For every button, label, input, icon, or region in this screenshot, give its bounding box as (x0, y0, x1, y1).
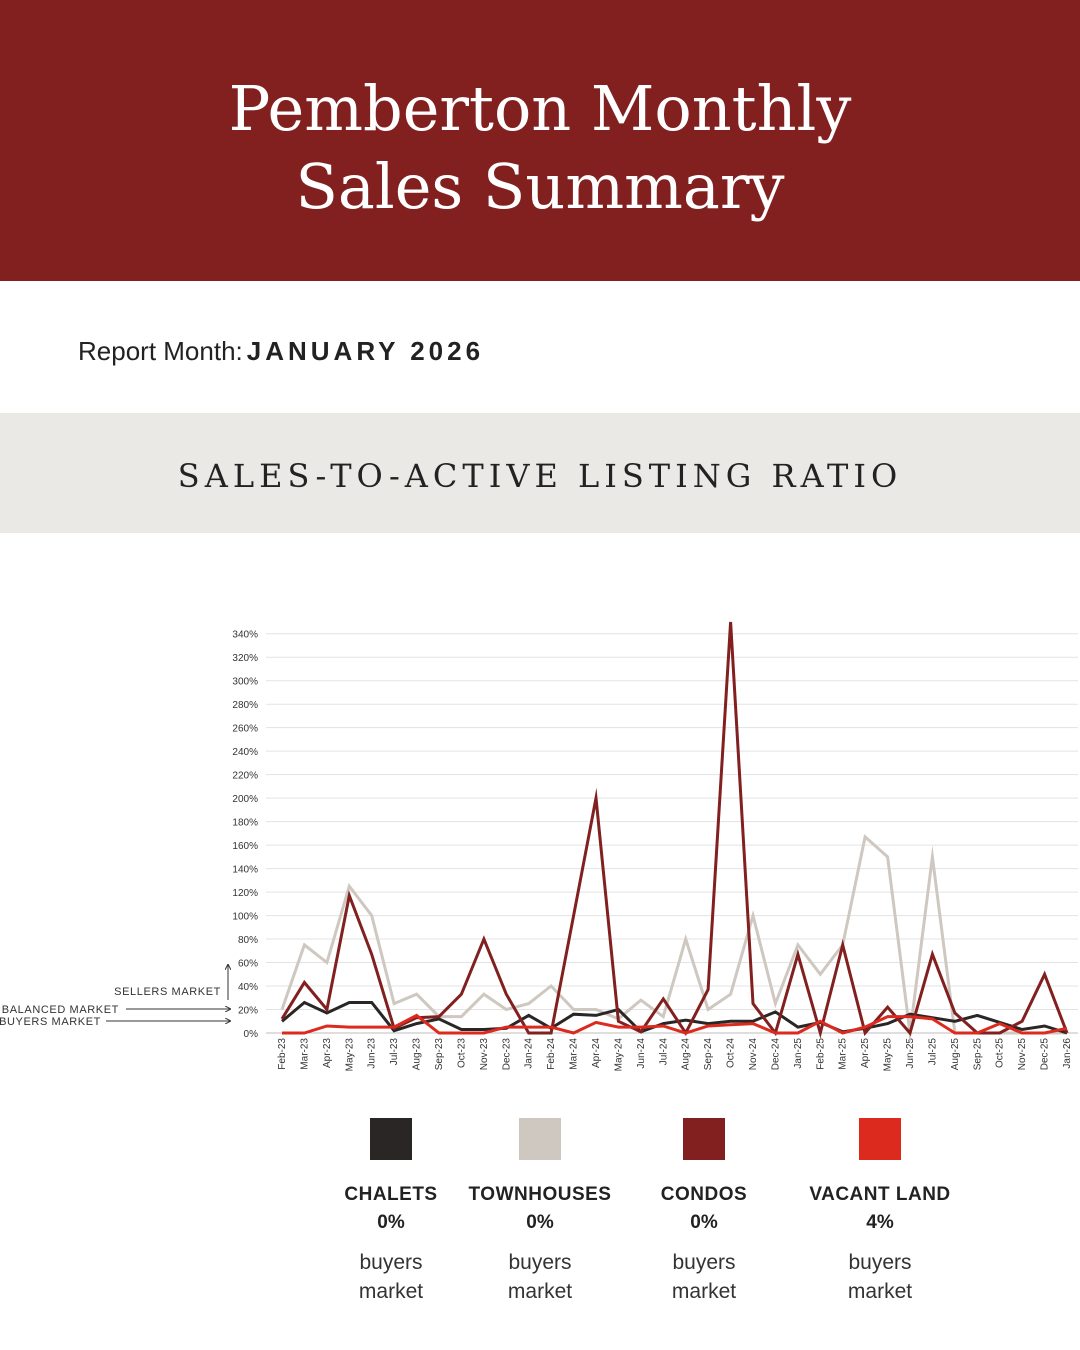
series-line-chalets (281, 1000, 1068, 1035)
x-tick-label: Jun-25 (905, 1038, 916, 1069)
legend-swatch-vacant-land (859, 1118, 901, 1160)
x-tick-label: Mar-25 (838, 1038, 849, 1070)
x-tick-label: Sep-25 (972, 1038, 983, 1071)
x-tick-label: Jul-24 (658, 1038, 669, 1066)
x-axis-ticks: Feb-23 Mar-23 Apr-23 May-23 Jun-23 Jul-23 Aug-… (277, 1038, 1073, 1072)
x-tick-label: Jan-25 (793, 1038, 804, 1069)
x-tick-label: Oct-25 (995, 1038, 1006, 1068)
header-banner: Pemberton Monthly Sales Summary (0, 0, 1080, 281)
legend-percent: 0% (377, 1212, 405, 1233)
legend-name: VACANT LAND (809, 1184, 951, 1205)
legend-market: buyers market (847, 1251, 913, 1303)
y-tick-label: 320% (232, 653, 258, 664)
legend-item-chalets: CHALETS 0% buyers market (291, 1118, 491, 1306)
x-tick-label: May-24 (613, 1038, 624, 1072)
y-tick-label: 80% (238, 935, 258, 946)
buyers-market-label: BUYERS MARKET (0, 1016, 101, 1028)
x-tick-label: Jun-23 (367, 1038, 378, 1069)
x-tick-label: Nov-24 (748, 1038, 759, 1071)
x-tick-label: Feb-24 (546, 1038, 557, 1070)
series-line-condos (280, 621, 1069, 1039)
section-title: SALES-TO-ACTIVE LISTING RATIO (177, 457, 903, 495)
x-tick-label: Dec-23 (501, 1038, 512, 1071)
report-month-value: JANUARY 2026 (246, 336, 485, 366)
x-tick-label: Sep-23 (434, 1038, 445, 1071)
report-month-label: Report Month: (78, 336, 243, 366)
x-tick-label: Apr-23 (322, 1038, 333, 1068)
y-tick-label: 300% (232, 677, 258, 688)
legend-market: buyers market (507, 1251, 573, 1303)
page-title-line1: Pemberton Monthly (228, 72, 852, 145)
x-tick-label: Apr-25 (860, 1038, 871, 1068)
y-tick-label: 60% (238, 959, 258, 970)
x-tick-label: May-23 (344, 1038, 355, 1072)
x-tick-label: Mar-24 (569, 1038, 580, 1070)
x-tick-label: Aug-25 (950, 1038, 961, 1071)
y-tick-label: 20% (238, 1006, 258, 1017)
x-tick-label: Oct-24 (726, 1038, 737, 1068)
y-tick-label: 340% (232, 630, 258, 641)
y-tick-label: 40% (238, 982, 258, 993)
x-tick-label: Nov-25 (1017, 1038, 1028, 1071)
x-tick-label: Jan-26 (1062, 1038, 1073, 1069)
section-band: SALES-TO-ACTIVE LISTING RATIO (0, 413, 1080, 533)
x-tick-label: Mar-23 (299, 1038, 310, 1070)
y-tick-label: 120% (232, 888, 258, 899)
x-tick-label: Sep-24 (703, 1038, 714, 1071)
y-tick-label: 100% (232, 912, 258, 923)
y-tick-label: 240% (232, 747, 258, 758)
y-tick-label: 260% (232, 724, 258, 735)
legend-percent: 0% (526, 1212, 554, 1233)
market-annotations: SELLERS MARKET BALANCED MARKET BUYERS MA… (0, 965, 230, 1028)
x-tick-label: Dec-25 (1040, 1038, 1051, 1071)
x-tick-label: Jul-25 (927, 1038, 938, 1066)
x-tick-label: Oct-23 (456, 1038, 467, 1068)
legend-swatch-chalets (370, 1118, 412, 1160)
x-tick-label: Nov-23 (479, 1038, 490, 1071)
sales-ratio-chart: 0% 20% 40% 60% 80% 100% 120% 140% 160% 180% 200% 22… (0, 621, 1078, 1072)
report-month: Report Month: JANUARY 2026 (78, 336, 484, 367)
legend-name: TOWNHOUSES (468, 1184, 612, 1205)
legend-market: buyers market (671, 1251, 737, 1303)
y-tick-label: 180% (232, 818, 258, 829)
y-tick-label: 220% (232, 771, 258, 782)
x-tick-label: Jun-24 (636, 1038, 647, 1069)
y-tick-label: 200% (232, 794, 258, 805)
legend-swatch-townhouses (519, 1118, 561, 1160)
legend-item-condos: CONDOS 0% buyers market (604, 1118, 804, 1306)
y-axis-ticks: 0% 20% 40% 60% 80% 100% 120% 140% 160% 180% 200% 22… (232, 630, 258, 1040)
x-tick-label: Feb-23 (277, 1038, 288, 1070)
x-tick-label: Aug-23 (412, 1038, 423, 1071)
x-tick-label: Dec-24 (770, 1038, 781, 1071)
y-tick-label: 160% (232, 841, 258, 852)
legend-name: CONDOS (660, 1184, 748, 1205)
series-line-townhouses (280, 834, 1067, 1045)
balanced-market-label: BALANCED MARKET (2, 1004, 119, 1016)
legend-percent: 4% (866, 1212, 894, 1233)
y-tick-label: 140% (232, 865, 258, 876)
legend-item-townhouses: TOWNHOUSES 0% buyers market (440, 1118, 640, 1306)
y-tick-label: 280% (232, 700, 258, 711)
chart-grid (266, 633, 1078, 1034)
x-tick-label: May-25 (883, 1038, 894, 1072)
x-tick-label: Feb-25 (815, 1038, 826, 1070)
legend-market: buyers market (358, 1251, 424, 1303)
x-tick-label: Jan-24 (524, 1038, 535, 1069)
x-tick-label: Aug-24 (681, 1038, 692, 1071)
y-tick-label: 0% (244, 1029, 259, 1040)
series-line-vacant-land (282, 1013, 1068, 1035)
legend-swatch-condos (683, 1118, 725, 1160)
x-tick-label: Jul-23 (389, 1038, 400, 1066)
page-title-line2: Sales Summary (295, 150, 785, 223)
legend-item-vacant-land: VACANT LAND 4% buyers market (780, 1118, 980, 1306)
x-tick-label: Apr-24 (591, 1038, 602, 1068)
legend-name: CHALETS (344, 1184, 438, 1205)
chart-series (280, 621, 1069, 1045)
sellers-market-label: SELLERS MARKET (114, 986, 221, 998)
legend-percent: 0% (690, 1212, 718, 1233)
